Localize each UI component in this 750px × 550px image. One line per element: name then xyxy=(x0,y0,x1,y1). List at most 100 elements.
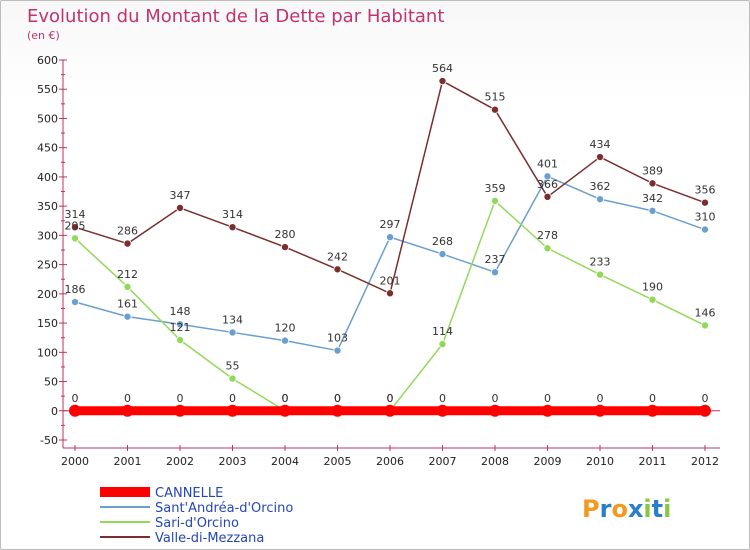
data-point xyxy=(121,404,134,417)
data-label: 114 xyxy=(432,325,453,338)
data-point xyxy=(175,320,184,329)
data-label: 401 xyxy=(537,157,558,170)
data-label: 0 xyxy=(387,392,394,405)
data-point xyxy=(385,289,394,298)
data-label: 314 xyxy=(65,208,86,221)
data-point xyxy=(490,268,499,277)
data-point xyxy=(123,312,132,321)
x-tick-label: 2005 xyxy=(324,455,352,468)
x-tick-label: 2009 xyxy=(534,455,562,468)
data-point xyxy=(69,404,81,417)
proxiti-logo-text: Proxiti xyxy=(582,495,671,523)
data-point xyxy=(543,192,552,201)
data-label: 0 xyxy=(492,392,499,405)
x-tick-label: 2000 xyxy=(61,455,89,468)
data-point xyxy=(175,203,184,212)
data-point xyxy=(175,336,184,345)
x-tick-label: 2004 xyxy=(271,455,299,468)
data-label: 280 xyxy=(275,228,296,241)
data-label: 148 xyxy=(170,305,191,318)
data-label: 0 xyxy=(282,392,289,405)
chart-subtitle: (en €) xyxy=(27,29,60,42)
data-point xyxy=(71,298,80,307)
data-point xyxy=(701,225,710,234)
data-label: 0 xyxy=(334,392,341,405)
y-tick-label: 0 xyxy=(51,405,58,418)
data-label: 297 xyxy=(380,218,401,231)
data-point xyxy=(596,195,605,204)
data-point xyxy=(543,244,552,253)
data-label: 356 xyxy=(695,184,716,197)
data-label: 201 xyxy=(380,274,401,287)
data-label: 314 xyxy=(222,208,243,221)
data-point xyxy=(438,77,447,86)
data-label: 389 xyxy=(642,164,663,177)
x-tick-label: 2012 xyxy=(691,455,719,468)
data-point xyxy=(226,404,239,417)
y-tick-label: 600 xyxy=(37,54,58,67)
data-point xyxy=(280,336,289,345)
data-label: 564 xyxy=(432,62,453,75)
data-label: 362 xyxy=(590,180,611,193)
data-label: 310 xyxy=(695,211,716,224)
data-point xyxy=(648,295,657,304)
legend-label: Sant'Andréa-d'Orcino xyxy=(155,501,293,516)
x-tick-label: 2006 xyxy=(376,455,404,468)
data-point xyxy=(594,404,606,417)
logo-letter: x xyxy=(628,495,644,523)
legend-swatch xyxy=(100,487,150,497)
data-label: 278 xyxy=(537,229,558,242)
data-label: 0 xyxy=(177,392,184,405)
data-point xyxy=(699,404,711,417)
x-tick-label: 2007 xyxy=(429,455,457,468)
data-point xyxy=(648,179,657,188)
x-tick-label: 2001 xyxy=(114,455,142,468)
data-label: 0 xyxy=(282,392,289,405)
data-point xyxy=(71,234,80,243)
legend-label: CANNELLE xyxy=(155,486,223,501)
data-point xyxy=(596,270,605,279)
y-tick-label: -50 xyxy=(40,434,58,447)
data-label: 0 xyxy=(334,392,341,405)
data-point xyxy=(228,223,237,232)
data-point xyxy=(541,404,554,417)
data-label: 359 xyxy=(485,182,506,195)
logo-letter: i xyxy=(663,495,671,523)
data-label: 347 xyxy=(170,189,191,202)
data-point xyxy=(228,374,237,383)
y-tick-label: 450 xyxy=(37,142,58,155)
logo-letter: r xyxy=(600,495,612,523)
proxiti-logo: Proxiti xyxy=(582,495,671,523)
logo-letter: i xyxy=(643,495,651,523)
data-label: 120 xyxy=(275,322,296,335)
data-label: 0 xyxy=(439,392,446,405)
data-point xyxy=(333,265,342,274)
data-label: 134 xyxy=(222,313,243,326)
y-tick-label: 100 xyxy=(37,346,58,359)
data-point xyxy=(280,243,289,252)
data-label: 190 xyxy=(642,281,663,294)
data-point xyxy=(489,404,501,417)
data-label: 242 xyxy=(327,250,348,263)
data-point xyxy=(436,404,449,417)
data-label: 146 xyxy=(695,306,716,319)
legend-label: Sari-d'Orcino xyxy=(155,516,239,531)
y-tick-label: 350 xyxy=(37,200,58,213)
data-label: 212 xyxy=(117,268,138,281)
x-tick-label: 2002 xyxy=(166,455,194,468)
series-line-3 xyxy=(74,80,706,295)
y-tick-label: 150 xyxy=(37,317,58,330)
logo-letter: t xyxy=(652,495,663,523)
x-tick-label: 2003 xyxy=(219,455,247,468)
data-label: 233 xyxy=(590,256,611,269)
data-label: 186 xyxy=(65,283,86,296)
data-label: 295 xyxy=(65,219,86,232)
x-tick-label: 2011 xyxy=(639,455,667,468)
data-point xyxy=(701,321,710,330)
data-label: 0 xyxy=(72,392,79,405)
data-label: 0 xyxy=(544,392,551,405)
data-label: 0 xyxy=(649,392,656,405)
data-point xyxy=(384,404,396,417)
